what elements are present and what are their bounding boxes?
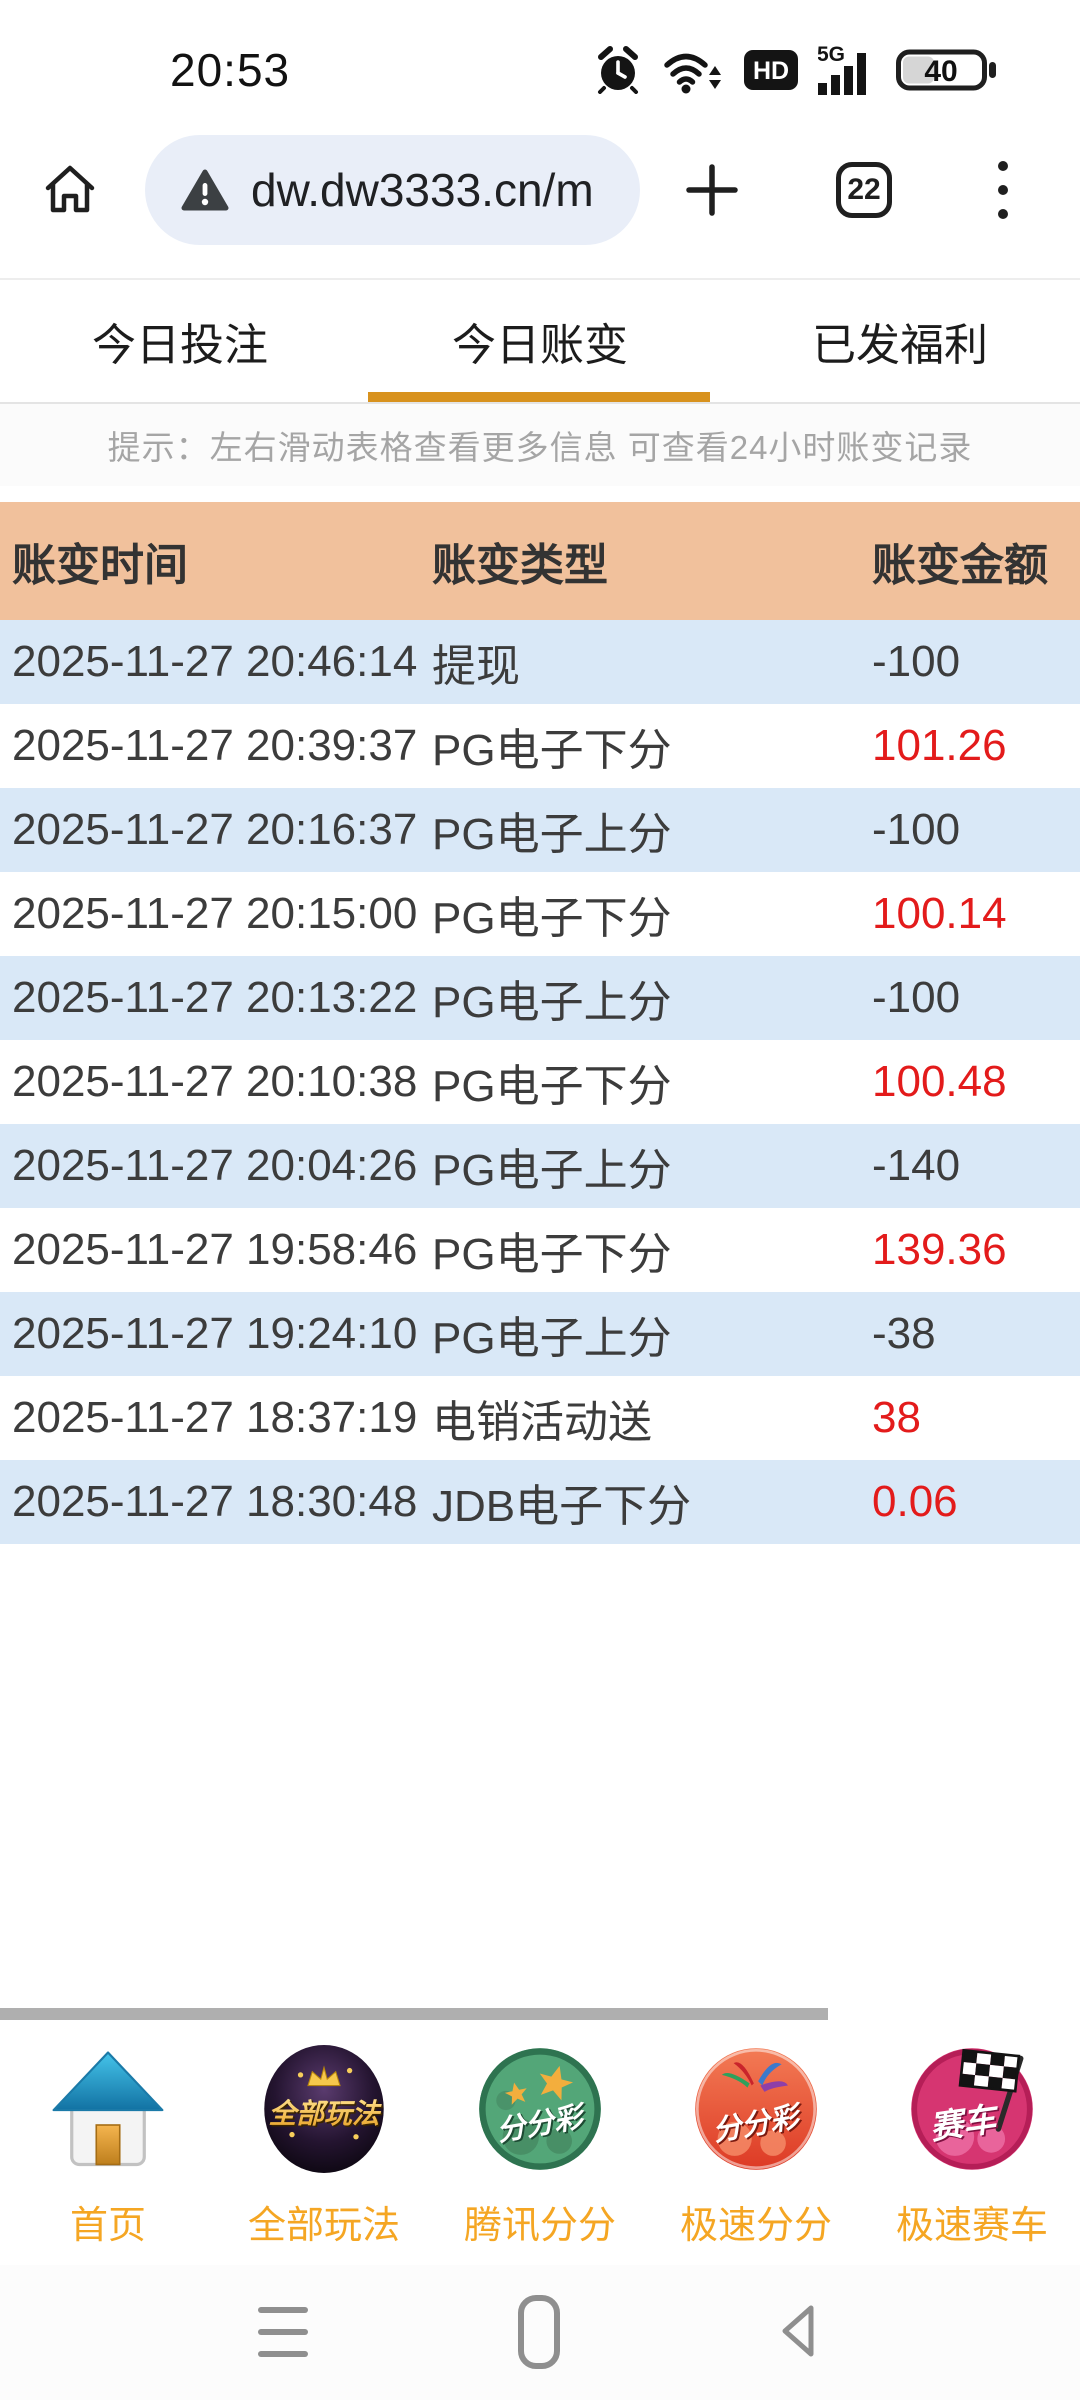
cell-change-amount: -140 bbox=[872, 1141, 961, 1190]
cell-change-type: PG电子下分 bbox=[432, 1062, 672, 1111]
android-home-icon[interactable] bbox=[518, 2295, 560, 2369]
cell-change-type: 电销活动送 bbox=[432, 1398, 652, 1447]
new-tab-icon[interactable] bbox=[684, 162, 740, 218]
cell-change-amount: -100 bbox=[872, 805, 961, 854]
nav-item-speed-ffc[interactable]: 分分彩 分分彩 极速分分 bbox=[648, 2020, 864, 2260]
nav-label-home: 首页 bbox=[69, 2205, 146, 2247]
cell-change-time: 2025-11-27 20:13:22 bbox=[12, 973, 418, 1022]
table-row: 2025-11-27 20:16:37 PG电子上分 -100 bbox=[0, 788, 1080, 872]
table-row: 2025-11-27 20:13:22 PG电子上分 -100 bbox=[0, 956, 1080, 1040]
horizontal-scrollbar-thumb[interactable] bbox=[0, 2008, 828, 2020]
table-row: 2025-11-27 18:30:48 JDB电子下分 0.06 bbox=[0, 1460, 1080, 1544]
battery-percent: 40 bbox=[924, 55, 957, 88]
cell-change-type: PG电子下分 bbox=[432, 1230, 672, 1279]
cell-change-amount: 139.36 bbox=[872, 1225, 1007, 1274]
android-back-icon[interactable] bbox=[776, 2301, 818, 2361]
cell-change-type: PG电子上分 bbox=[432, 810, 672, 859]
url-text: dw.dw3333.cn/m bbox=[251, 164, 594, 216]
header-change-time: 账变时间 bbox=[12, 541, 188, 590]
account-change-table: 账变时间 账变类型 账变金额 2025-11-27 20:46:14 提现 -1… bbox=[0, 502, 1080, 1544]
cell-change-time: 2025-11-27 20:10:38 bbox=[12, 1057, 418, 1106]
table-row: 2025-11-27 20:46:14 提现 -100 bbox=[0, 620, 1080, 704]
cell-change-time: 2025-11-27 18:30:48 bbox=[12, 1477, 418, 1526]
tab-today-bets[interactable]: 今日投注 bbox=[92, 321, 268, 370]
tab-issued-benefits[interactable]: 已发福利 bbox=[812, 321, 988, 370]
status-bar: 20:53 HD 5G bbox=[0, 0, 1080, 110]
cell-change-amount: 100.14 bbox=[872, 889, 1007, 938]
page-tabs: 今日投注 今日账变 已发福利 bbox=[0, 278, 1080, 402]
cell-change-type: PG电子下分 bbox=[432, 894, 672, 943]
cell-change-amount: -38 bbox=[872, 1309, 936, 1358]
cell-change-time: 2025-11-27 20:16:37 bbox=[12, 805, 418, 854]
security-warning-icon[interactable] bbox=[181, 168, 229, 212]
cell-change-time: 2025-11-27 20:04:26 bbox=[12, 1141, 418, 1190]
cell-change-time: 2025-11-27 20:46:14 bbox=[12, 637, 418, 686]
cell-change-amount: -100 bbox=[872, 973, 961, 1022]
android-menu-icon[interactable] bbox=[258, 2307, 308, 2357]
cell-change-time: 2025-11-27 20:39:37 bbox=[12, 721, 418, 770]
cell-change-type: PG电子上分 bbox=[432, 978, 672, 1027]
speed-racing-badge-icon: 赛车 赛车 bbox=[911, 2048, 1033, 2170]
status-icons: HD 5G 40 bbox=[594, 45, 998, 95]
speed-ffc-badge-icon: 分分彩 分分彩 bbox=[695, 2048, 817, 2170]
table-row: 2025-11-27 18:37:19 电销活动送 38 bbox=[0, 1376, 1080, 1460]
nav-label-speed-racing: 极速赛车 bbox=[895, 2205, 1048, 2247]
nav-label-all-games: 全部玩法 bbox=[247, 2205, 400, 2247]
hd-label: HD bbox=[753, 57, 789, 85]
badge-text: 全部玩法 bbox=[269, 2098, 383, 2129]
nav-item-tencent-ffc[interactable]: 分分彩 分分彩 腾讯分分 bbox=[432, 2020, 648, 2260]
cell-change-type: 提现 bbox=[432, 642, 520, 691]
cell-change-time: 2025-11-27 19:24:10 bbox=[12, 1309, 418, 1358]
header-change-type: 账变类型 bbox=[432, 541, 608, 590]
cell-change-type: PG电子上分 bbox=[432, 1314, 672, 1363]
home-badge-icon bbox=[52, 2051, 164, 2167]
cell-change-type: PG电子下分 bbox=[432, 726, 672, 775]
tab-switcher-button[interactable]: 22 bbox=[836, 162, 892, 218]
header-change-amount: 账变金额 bbox=[872, 541, 1048, 590]
table-row: 2025-11-27 19:24:10 PG电子上分 -38 bbox=[0, 1292, 1080, 1376]
nav-label-tencent-ffc: 腾讯分分 bbox=[463, 2205, 616, 2247]
cell-change-time: 2025-11-27 19:58:46 bbox=[12, 1225, 418, 1274]
cell-change-type: PG电子上分 bbox=[432, 1146, 672, 1195]
table-row: 2025-11-27 19:58:46 PG电子下分 139.36 bbox=[0, 1208, 1080, 1292]
url-bar[interactable]: dw.dw3333.cn/m bbox=[145, 135, 640, 245]
hint-text: 提示：左右滑动表格查看更多信息 可查看24小时账变记录 bbox=[0, 402, 1080, 486]
nav-item-all-games[interactable]: 全部玩法 全部玩法 全部玩法 bbox=[216, 2020, 432, 2260]
cell-change-amount: -100 bbox=[872, 637, 961, 686]
tencent-ffc-badge-icon: 分分彩 分分彩 bbox=[479, 2048, 601, 2170]
table-body: 2025-11-27 20:46:14 提现 -100 2025-11-27 2… bbox=[0, 620, 1080, 1544]
nav-item-speed-racing[interactable]: 赛车 赛车 极速赛车 bbox=[864, 2020, 1080, 2260]
all-games-badge-icon: 全部玩法 全部玩法 bbox=[264, 2045, 384, 2173]
table-row: 2025-11-27 20:04:26 PG电子上分 -140 bbox=[0, 1124, 1080, 1208]
signal-5g-icon: 5G bbox=[818, 45, 866, 95]
cell-change-type: JDB电子下分 bbox=[432, 1482, 692, 1531]
tab-today-account-changes[interactable]: 今日账变 bbox=[360, 280, 720, 402]
nav-item-home[interactable]: 首页 bbox=[0, 2020, 216, 2260]
browser-toolbar: dw.dw3333.cn/m 22 bbox=[0, 110, 1080, 270]
android-nav-bar bbox=[0, 2265, 1080, 2400]
table-row: 2025-11-27 20:15:00 PG电子下分 100.14 bbox=[0, 872, 1080, 956]
network-label: 5G bbox=[818, 45, 845, 66]
cell-change-amount: 38 bbox=[872, 1393, 921, 1442]
tab-count: 22 bbox=[847, 173, 881, 206]
battery-icon: 40 bbox=[896, 49, 996, 91]
table-row: 2025-11-27 20:39:37 PG电子下分 101.26 bbox=[0, 704, 1080, 788]
hd-badge-icon: HD bbox=[744, 50, 798, 90]
cell-change-amount: 100.48 bbox=[872, 1057, 1007, 1106]
clock-time: 20:53 bbox=[170, 44, 291, 96]
table-header-row: 账变时间 账变类型 账变金额 bbox=[0, 502, 1080, 620]
bottom-nav: 首页 全部玩法 全部玩法 bbox=[0, 2020, 1080, 2260]
wifi-icon bbox=[664, 53, 721, 94]
browser-home-icon[interactable] bbox=[38, 158, 102, 222]
table-row: 2025-11-27 20:10:38 PG电子下分 100.48 bbox=[0, 1040, 1080, 1124]
cell-change-amount: 0.06 bbox=[872, 1477, 958, 1526]
badge-text-shadow: 全部玩法 bbox=[270, 2099, 384, 2130]
cell-change-amount: 101.26 bbox=[872, 721, 1007, 770]
nav-label-speed-ffc: 极速分分 bbox=[679, 2205, 832, 2247]
cell-change-time: 2025-11-27 18:37:19 bbox=[12, 1393, 418, 1442]
browser-menu-icon[interactable] bbox=[998, 161, 1008, 219]
cell-change-time: 2025-11-27 20:15:00 bbox=[12, 889, 418, 938]
alarm-icon bbox=[598, 46, 638, 94]
